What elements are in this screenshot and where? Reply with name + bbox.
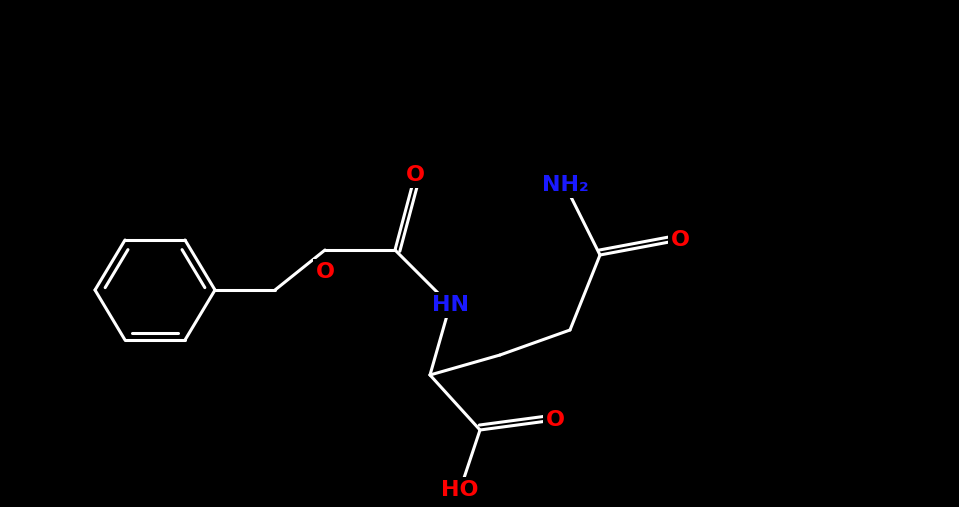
Text: HN: HN bbox=[432, 295, 469, 315]
Text: HO: HO bbox=[441, 480, 479, 500]
Text: O: O bbox=[670, 230, 690, 250]
Text: O: O bbox=[316, 262, 335, 282]
Text: NH₂: NH₂ bbox=[542, 175, 589, 195]
Text: O: O bbox=[406, 165, 425, 185]
Text: O: O bbox=[546, 410, 565, 430]
